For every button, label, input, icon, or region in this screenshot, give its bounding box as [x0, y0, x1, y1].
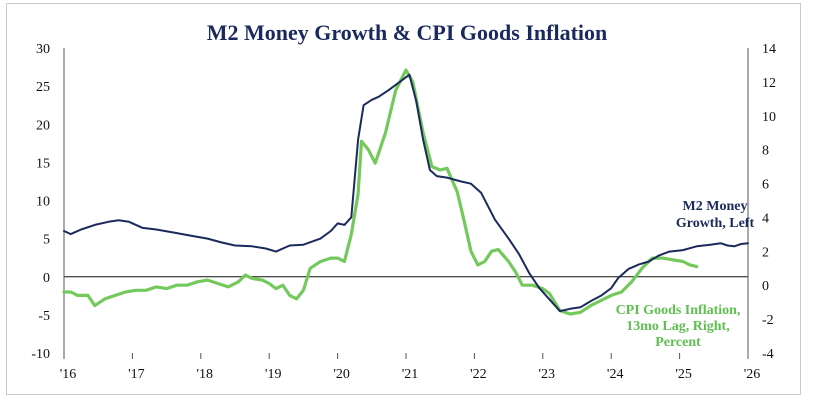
- x-tick-label: '26: [744, 367, 761, 382]
- left-axis-ticks: 30 25 20 15 10 5 0 -5 -10: [31, 42, 50, 362]
- x-tick-label: '19: [265, 367, 282, 382]
- right-tick-label: 4: [762, 211, 769, 226]
- right-tick-label: 6: [762, 178, 769, 193]
- x-tick-label: '23: [539, 367, 556, 382]
- right-tick-label: 10: [762, 110, 776, 125]
- m2-series-label: M2 Money Growth, Left: [676, 199, 755, 231]
- left-tick-label: 25: [36, 80, 50, 95]
- cpi-goods-line: [62, 68, 699, 316]
- chart-title: M2 Money Growth & CPI Goods Inflation: [207, 20, 608, 45]
- left-tick-label: 0: [43, 271, 50, 286]
- left-tick-label: -5: [38, 309, 50, 324]
- right-tick-label: -2: [762, 313, 774, 328]
- right-tick-label: 2: [762, 245, 769, 260]
- x-tick-label: '24: [607, 367, 624, 382]
- m2-label-line: M2 Money: [683, 199, 748, 214]
- x-tick-label: '22: [470, 367, 487, 382]
- x-tick-label: '25: [675, 367, 692, 382]
- x-axis-ticks: '16 '17 '18 '19 '20 '21 '22 '23 '24 '25 '26: [60, 353, 761, 382]
- right-tick-label: 8: [762, 144, 769, 159]
- series-layer: [62, 68, 749, 316]
- m2-label-line: Growth, Left: [676, 216, 755, 231]
- x-tick-label: '18: [197, 367, 214, 382]
- left-tick-label: 10: [36, 195, 50, 210]
- m2-money-line: [63, 73, 749, 313]
- right-tick-label: 0: [762, 279, 769, 294]
- left-tick-label: 30: [36, 42, 50, 57]
- right-tick-label: 12: [762, 76, 776, 91]
- right-tick-label: 14: [762, 42, 776, 57]
- x-tick-label: '17: [128, 367, 145, 382]
- right-tick-label: -4: [762, 347, 774, 362]
- cpi-series-label: CPI Goods Inflation,13mo Lag, Right,Perc…: [616, 303, 741, 350]
- cpi-label-line: CPI Goods Inflation,: [616, 303, 741, 318]
- left-tick-label: 5: [43, 233, 50, 248]
- right-axis-ticks: 14 12 10 8 6 4 2 0 -2 -4: [762, 42, 776, 362]
- left-tick-label: 20: [36, 118, 50, 133]
- x-tick-label: '16: [60, 367, 77, 382]
- cpi-label-line: Percent: [655, 335, 701, 350]
- cpi-label-line: 13mo Lag, Right,: [626, 319, 729, 334]
- x-tick-label: '20: [333, 367, 350, 382]
- chart-frame: [6, 3, 801, 395]
- left-tick-label: 15: [36, 156, 50, 171]
- x-tick-label: '21: [402, 367, 419, 382]
- left-tick-label: -10: [31, 347, 50, 362]
